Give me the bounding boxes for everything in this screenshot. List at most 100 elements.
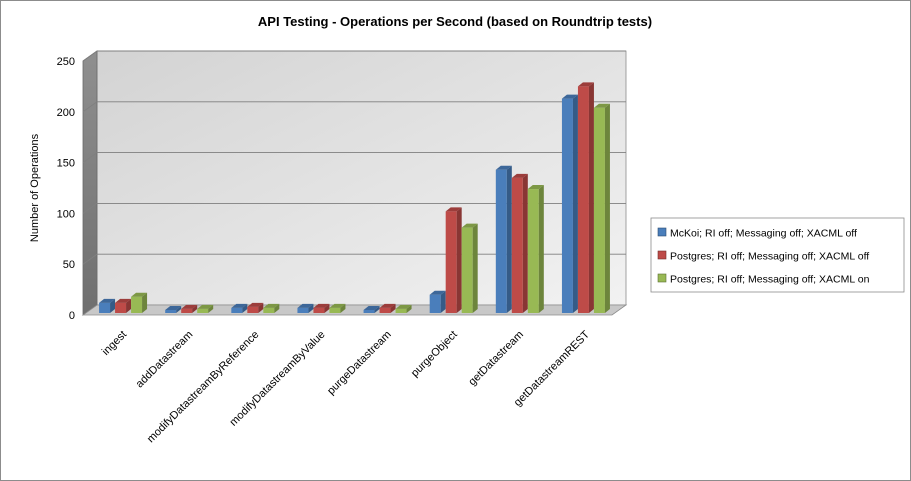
bar	[99, 298, 116, 313]
bar-top	[263, 303, 280, 308]
bar-side	[456, 207, 462, 313]
x-tick-label: purgeDatastream	[325, 329, 394, 398]
y-tick-label: 250	[57, 56, 75, 68]
bar-front	[313, 307, 325, 313]
bar-top	[181, 304, 198, 309]
bar-front	[577, 86, 589, 313]
legend-box	[650, 217, 905, 293]
bar-front	[197, 308, 209, 313]
gridline	[82, 101, 626, 113]
bar-side	[126, 298, 132, 313]
bar-top	[577, 82, 594, 87]
bar-front	[247, 306, 259, 313]
bar-front	[511, 177, 523, 313]
gridline	[82, 202, 626, 214]
bar-front	[181, 308, 193, 313]
bar-side	[390, 303, 396, 313]
bar-front	[461, 227, 473, 313]
bar	[263, 303, 280, 313]
bar-side	[588, 82, 594, 313]
bar-side	[324, 303, 330, 313]
legend-label: McKoi; RI off; Messaging off; XACML off	[670, 228, 857, 240]
y-tick-labels: 0 50 100 150 200 250	[57, 56, 75, 322]
plot-walls	[81, 50, 628, 316]
bar	[115, 298, 132, 313]
bar-front	[593, 107, 605, 313]
back-wall	[96, 50, 627, 306]
y-tick-label: 150	[57, 158, 75, 170]
bar	[247, 302, 264, 313]
bar-side	[440, 290, 446, 313]
gridline	[82, 152, 626, 163]
bar-front	[329, 307, 341, 313]
bar-top	[297, 303, 314, 308]
gridline	[82, 50, 626, 62]
bar-side	[258, 302, 264, 313]
bar	[445, 207, 462, 313]
bar	[297, 303, 314, 313]
bar	[165, 305, 182, 313]
bar-top	[115, 298, 132, 303]
x-tick-label: purgeObject	[409, 329, 460, 380]
x-tick-label: modifyDatastreamByReference	[145, 329, 262, 446]
bar-side	[538, 185, 544, 313]
chart-title: API Testing - Operations per Second (bas…	[258, 14, 652, 29]
bar-front	[297, 307, 309, 313]
y-tick-label: 0	[69, 310, 75, 322]
bars	[99, 82, 610, 314]
bar	[313, 303, 330, 313]
bar-front	[429, 294, 441, 313]
bar-side	[522, 173, 528, 313]
bar-front	[527, 189, 539, 313]
bar-top	[429, 290, 446, 295]
bar-side	[192, 304, 198, 313]
bar	[231, 303, 248, 313]
bar-front	[395, 308, 407, 313]
bar-side	[340, 303, 346, 313]
bar-top	[561, 94, 578, 99]
y-axis-label: Number of Operations	[29, 133, 41, 242]
bar-top	[379, 303, 396, 308]
bar-top	[247, 302, 264, 307]
bar-top	[231, 303, 248, 308]
legend-label: Postgres; RI off; Messaging off; XACML o…	[670, 251, 869, 263]
bar-side	[472, 223, 478, 313]
bar	[197, 304, 214, 313]
bar-top	[445, 207, 462, 212]
legend-label: Postgres; RI off; Messaging off; XACML o…	[670, 274, 870, 286]
y-tick-label: 50	[63, 259, 75, 271]
bar-top	[395, 304, 412, 309]
bar-front	[99, 302, 111, 313]
bar-top	[527, 185, 544, 190]
legend-swatch	[657, 250, 667, 260]
bar	[527, 185, 544, 313]
bar	[379, 303, 396, 313]
bar-front	[165, 309, 177, 313]
x-tick-labels: ingest addDatastreammodifyDatastreamByRef…	[100, 328, 592, 445]
bar-front	[263, 307, 275, 313]
bar-side	[110, 298, 116, 313]
legend: McKoi; RI off; Messaging off; XACML off P…	[650, 217, 905, 293]
bar-side	[274, 303, 280, 313]
x-tick-label: ingest	[100, 329, 129, 358]
x-tick-label: getDatastreamREST	[512, 328, 592, 408]
bar-side	[142, 292, 148, 313]
bar	[329, 303, 346, 313]
bar-side	[604, 103, 610, 313]
bar-side	[308, 303, 314, 313]
bar-side	[374, 305, 380, 313]
bar-front	[561, 98, 573, 314]
bar-side	[176, 305, 182, 313]
bar-top	[165, 305, 182, 310]
y-tick-label: 200	[57, 107, 75, 119]
bar	[131, 292, 148, 313]
bar-side	[506, 165, 512, 313]
side-wall	[82, 50, 98, 316]
bar-front	[445, 211, 457, 313]
bar	[593, 103, 610, 313]
x-tick-label: getDatastream	[466, 329, 526, 389]
bar	[495, 165, 512, 313]
bar-side	[572, 94, 578, 314]
y-tick-label: 100	[57, 208, 75, 220]
